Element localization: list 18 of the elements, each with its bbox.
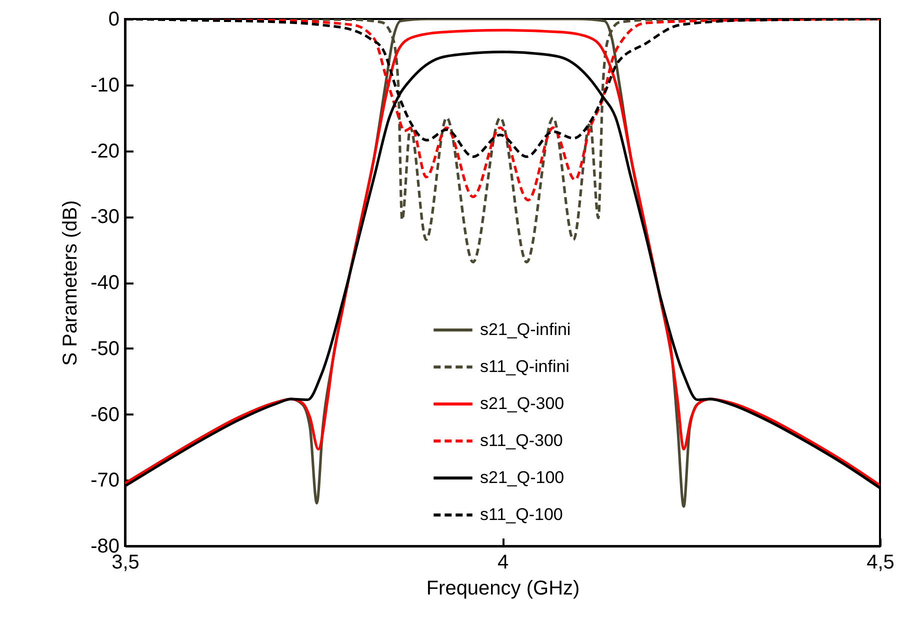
y-tick-label: -70 xyxy=(90,470,120,492)
legend-label: s11_Q-100 xyxy=(480,505,563,524)
x-tick-label: 4,5 xyxy=(866,552,894,574)
y-tick-label: -20 xyxy=(90,140,120,162)
legend-label: s21_Q-300 xyxy=(480,394,564,413)
y-tick-label: -60 xyxy=(90,404,120,426)
legend-label: s11_Q-300 xyxy=(480,431,563,450)
legend-label: s21_Q-infini xyxy=(480,320,571,339)
legend-label: s21_Q-100 xyxy=(480,468,564,487)
y-tick-label: 0 xyxy=(108,8,120,30)
y-tick-label: -10 xyxy=(90,74,120,96)
y-axis-title: S Parameters (dB) xyxy=(60,200,82,366)
y-tick-label: -40 xyxy=(90,272,120,294)
y-tick-label: -30 xyxy=(90,206,120,228)
x-axis-title: Frequency (GHz) xyxy=(426,578,580,600)
y-tick-label: -50 xyxy=(90,338,120,360)
legend-label: s11_Q-infini xyxy=(480,357,570,376)
x-tick-label: 4 xyxy=(497,552,509,574)
